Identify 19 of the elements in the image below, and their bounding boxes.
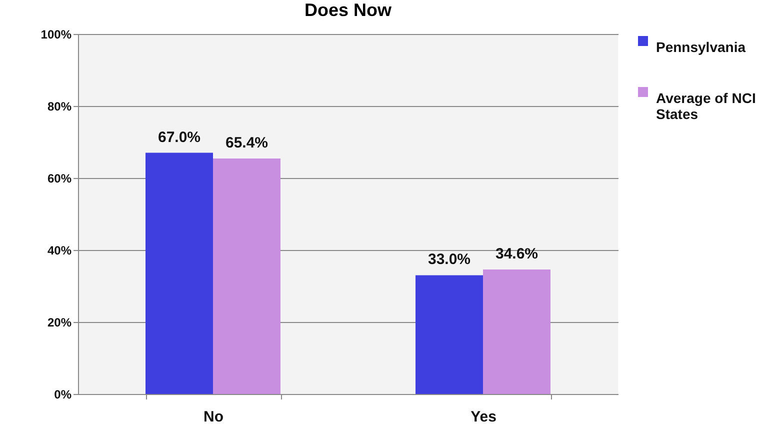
y-tick-label: 20% xyxy=(47,316,72,330)
bar xyxy=(416,275,483,394)
bar xyxy=(213,158,280,394)
y-tick-label: 100% xyxy=(40,28,72,42)
x-tick-label: No xyxy=(204,408,224,426)
data-label: 65.4% xyxy=(225,134,268,152)
data-label: 67.0% xyxy=(158,128,201,146)
bar xyxy=(483,269,550,394)
bar xyxy=(146,152,213,394)
chart-title: Does Now xyxy=(304,0,393,20)
data-label: 34.6% xyxy=(495,245,538,262)
legend-label: Average of NCI States xyxy=(656,90,756,122)
x-tick-label: Yes xyxy=(470,408,496,426)
y-tick-label: 40% xyxy=(47,244,72,258)
y-tick-label: 60% xyxy=(47,172,72,186)
data-label: 33.0% xyxy=(428,251,471,268)
y-tick-label: 80% xyxy=(47,100,72,114)
y-tick-label: 0% xyxy=(54,388,72,402)
legend-label: Pennsylvania xyxy=(656,39,746,55)
